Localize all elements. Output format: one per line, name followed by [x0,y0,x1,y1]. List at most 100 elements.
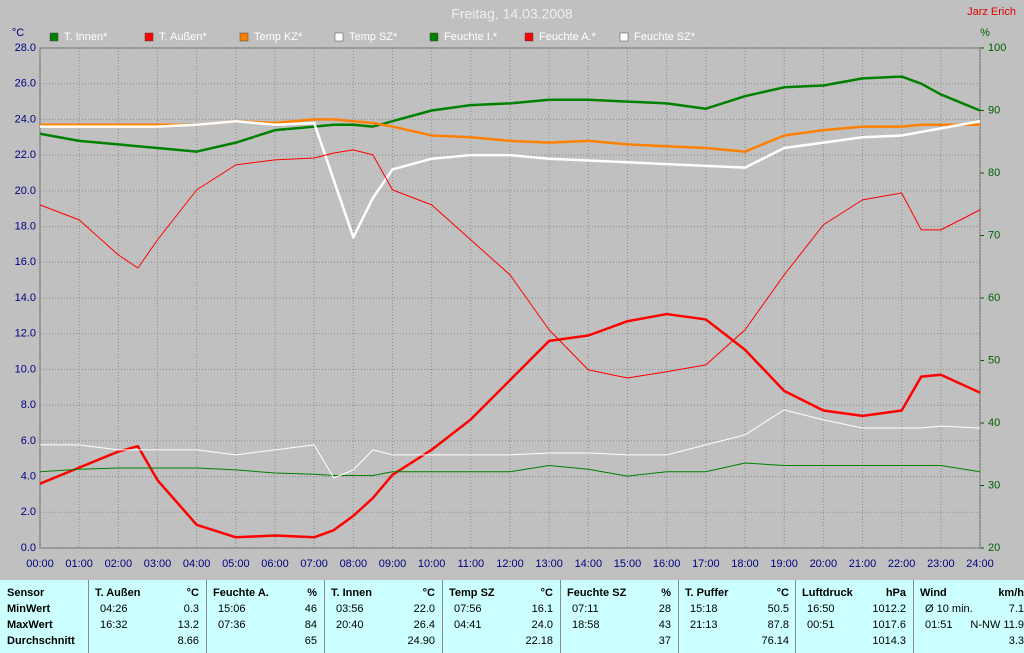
y-tick-label: 12.0 [15,328,36,340]
x-tick-label: 09:00 [379,558,407,570]
column-separator [913,580,914,653]
x-tick-label: 23:00 [927,558,955,570]
x-tick-label: 05:00 [222,558,250,570]
author: Jarz Erich [967,6,1016,18]
table-cell: 24.0 [531,619,553,631]
y-axis-label: °C [12,27,24,39]
legend-swatch [144,32,154,42]
chart-title: Freitag, 14.03.2008 [451,6,573,22]
table-cell: km/h [998,587,1024,599]
x-tick-label: 14:00 [575,558,603,570]
y2-tick-label: 20 [988,542,1000,554]
series-line [39,149,981,379]
x-tick-label: 22:00 [888,558,916,570]
x-tick-label: 20:00 [810,558,838,570]
legend-swatch [429,32,439,42]
table-cell: °C [776,587,789,599]
table-cell: °C [422,587,435,599]
legend-swatch [334,32,344,42]
table-cell: 13.2 [177,619,199,631]
table-cell: hPa [885,587,906,599]
series-line [39,75,981,153]
x-tick-label: 19:00 [770,558,798,570]
table-cell: 22.18 [525,635,553,647]
series-line [39,312,981,539]
y-tick-label: 20.0 [15,185,36,197]
table-cell: 1017.6 [872,619,906,631]
table-cell: 18:58 [572,619,600,631]
y-tick-label: 22.0 [15,149,36,161]
table-cell: 1014.3 [872,635,906,647]
x-tick-label: 02:00 [105,558,133,570]
table-cell: 20:40 [336,619,364,631]
x-tick-label: 12:00 [496,558,524,570]
series-line [39,462,981,477]
legend-swatch [49,32,59,42]
y2-tick-label: 50 [988,354,1000,366]
table-cell: 16.1 [531,603,553,615]
table-cell: 16:50 [807,603,835,615]
y2-tick-label: 80 [988,167,1000,179]
table-cell: Wind [920,587,947,599]
table-cell: 07:56 [454,603,482,615]
legend-label: Feuchte SZ* [634,31,696,43]
legend-label: T. Innen* [64,31,108,43]
table-cell: 07:36 [218,619,246,631]
y-tick-label: 0.0 [21,542,36,554]
table-cell: T. Puffer [685,587,729,599]
y2-tick-label: 70 [988,229,1000,241]
table-cell: °C [186,587,199,599]
series-line [40,119,981,239]
table-cell: 15:06 [218,603,246,615]
x-tick-label: 18:00 [731,558,759,570]
legend-label: Temp KZ* [254,31,303,43]
y-tick-label: 26.0 [15,78,36,90]
table-cell: % [661,587,671,599]
x-tick-label: 04:00 [183,558,211,570]
y-tick-label: 14.0 [15,292,36,304]
y2-axis-label: % [980,27,990,39]
table-cell: 7.1 [1008,603,1024,615]
table-cell: 0.3 [183,603,199,615]
table-cell: 03:56 [336,603,364,615]
column-separator [795,580,796,653]
x-tick-label: 21:00 [849,558,877,570]
column-separator [442,580,443,653]
legend-label: Feuchte A.* [539,31,597,43]
table-cell: 04:41 [454,619,482,631]
x-tick-label: 01:00 [65,558,93,570]
table-cell: Luftdruck [802,587,853,599]
x-tick-label: 10:00 [418,558,446,570]
table-cell: 28 [658,603,671,615]
table-cell: 50.5 [767,603,789,615]
series-line [40,409,981,479]
table-cell: 76.14 [761,635,789,647]
y-tick-label: 6.0 [21,435,36,447]
table-cell: Feuchte A. [213,587,269,599]
table-cell: 07:11 [572,603,599,615]
legend-label: Temp SZ* [349,31,398,43]
y-tick-label: 28.0 [15,42,36,54]
y2-tick-label: 90 [988,104,1000,116]
table-cell: 16:32 [100,619,128,631]
x-tick-label: 08:00 [340,558,368,570]
column-separator [324,580,325,653]
table-cell: °C [540,587,553,599]
table-cell: 24.90 [407,635,435,647]
y-tick-label: 8.0 [21,399,36,411]
table-cell: 8.66 [177,635,199,647]
table-cell: 04:26 [100,603,128,615]
y-tick-label: 10.0 [15,363,36,375]
x-tick-label: 15:00 [614,558,642,570]
legend-swatch [524,32,534,42]
column-separator [88,580,89,653]
table-cell: Durchschnitt [7,635,75,647]
table-cell: Ø 10 min. [925,603,973,615]
y2-tick-label: 40 [988,417,1000,429]
table-cell: 3.3 [1008,635,1024,647]
table-cell: 84 [304,619,317,631]
legend-swatch [239,32,249,42]
table-cell: % [307,587,317,599]
y-tick-label: 4.0 [21,470,36,482]
